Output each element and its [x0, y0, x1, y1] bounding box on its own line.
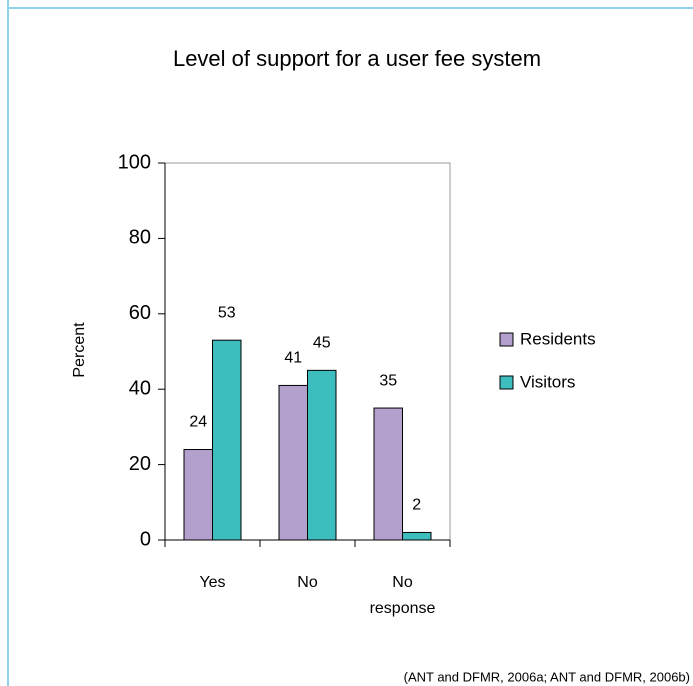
x-tick-label: No response — [369, 574, 436, 617]
y-tick-label: 60 — [129, 302, 151, 324]
legend-swatch — [499, 375, 514, 390]
bar — [212, 339, 242, 541]
data-label: 24 — [189, 414, 207, 431]
y-tick-label: 0 — [140, 528, 151, 550]
y-axis-label: Percent — [71, 322, 88, 378]
y-tick-label: 20 — [129, 453, 151, 475]
legend-swatch — [499, 332, 514, 347]
y-tick-label: 80 — [129, 227, 151, 249]
bar — [307, 369, 337, 541]
x-tick-label: Yes — [199, 574, 226, 591]
legend-label: Residents — [520, 329, 596, 348]
bar — [373, 407, 403, 541]
chart-title: Level of support for a user fee system — [173, 46, 541, 71]
bar — [402, 531, 432, 541]
data-label: 45 — [313, 335, 331, 352]
data-label: 53 — [218, 304, 236, 321]
y-tick-label: 100 — [118, 151, 151, 173]
source: (ANT and DFMR, 2006a; ANT and DFMR, 2006… — [404, 669, 690, 684]
data-label: 35 — [379, 372, 397, 389]
legend-label: Visitors — [520, 372, 575, 391]
y-tick-label: 40 — [129, 377, 151, 399]
x-tick-label: No — [297, 574, 318, 591]
bar — [278, 384, 308, 541]
data-label: 2 — [412, 497, 421, 514]
bar — [183, 449, 213, 541]
data-label: 41 — [284, 350, 302, 367]
